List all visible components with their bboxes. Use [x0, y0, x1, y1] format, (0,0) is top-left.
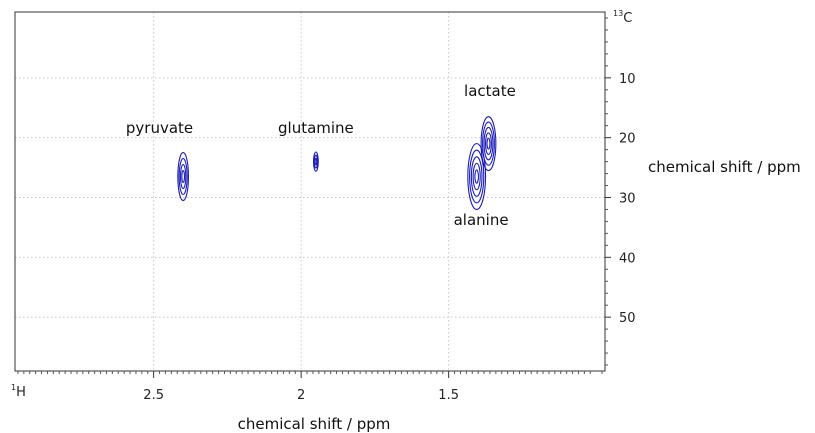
- contour-level: [179, 164, 187, 190]
- contour-level: [482, 121, 495, 166]
- y-tick-label: 20: [619, 132, 636, 147]
- contour-level: [178, 158, 188, 196]
- x-axis-title: chemical shift / ppm: [238, 415, 391, 433]
- grid: [15, 12, 605, 371]
- contour-level: [469, 149, 485, 204]
- peak-lactate: [480, 116, 497, 172]
- y-tick-label: 10: [619, 72, 636, 87]
- plot-frame: [14, 11, 606, 372]
- peak-labels: pyruvate glutamine lactate alanine: [126, 82, 516, 229]
- contour-level: [313, 154, 319, 169]
- y-axis: 10 20 30 40 50: [605, 17, 636, 366]
- contour-level: [467, 143, 487, 210]
- contour-level: [480, 116, 497, 172]
- peak-label-lactate: lactate: [464, 82, 516, 100]
- contour-level: [177, 152, 190, 202]
- contour-level: [483, 126, 494, 161]
- peak-pyruvate: [177, 152, 190, 202]
- x-tick-label: 2: [297, 388, 305, 403]
- x-tick-label: 2.5: [143, 388, 164, 403]
- contour-level: [472, 162, 481, 191]
- contour-plot: [177, 116, 497, 210]
- contour-level: [484, 132, 492, 155]
- x-axis: 2.5 2 1.5: [17, 371, 603, 403]
- contour-level: [470, 156, 483, 197]
- y-nucleus-label: 13C: [613, 9, 632, 26]
- y-axis-title: chemical shift / ppm: [648, 158, 801, 176]
- peak-label-alanine: alanine: [454, 211, 509, 229]
- y-tick-label: 40: [619, 251, 636, 266]
- contour-level: [486, 137, 491, 150]
- x-nucleus-label: 1H: [11, 383, 26, 400]
- peak-glutamine: [312, 151, 319, 172]
- contour-level: [312, 151, 319, 172]
- y-tick-label: 50: [619, 311, 636, 326]
- peak-label-pyruvate: pyruvate: [126, 119, 193, 137]
- y-tick-label: 30: [619, 191, 636, 206]
- contour-level: [314, 157, 318, 166]
- contour-level: [474, 169, 479, 184]
- x-tick-label: 1.5: [438, 388, 459, 403]
- peak-label-glutamine: glutamine: [278, 119, 354, 137]
- peak-alanine: [467, 143, 487, 210]
- contour-level: [181, 170, 186, 184]
